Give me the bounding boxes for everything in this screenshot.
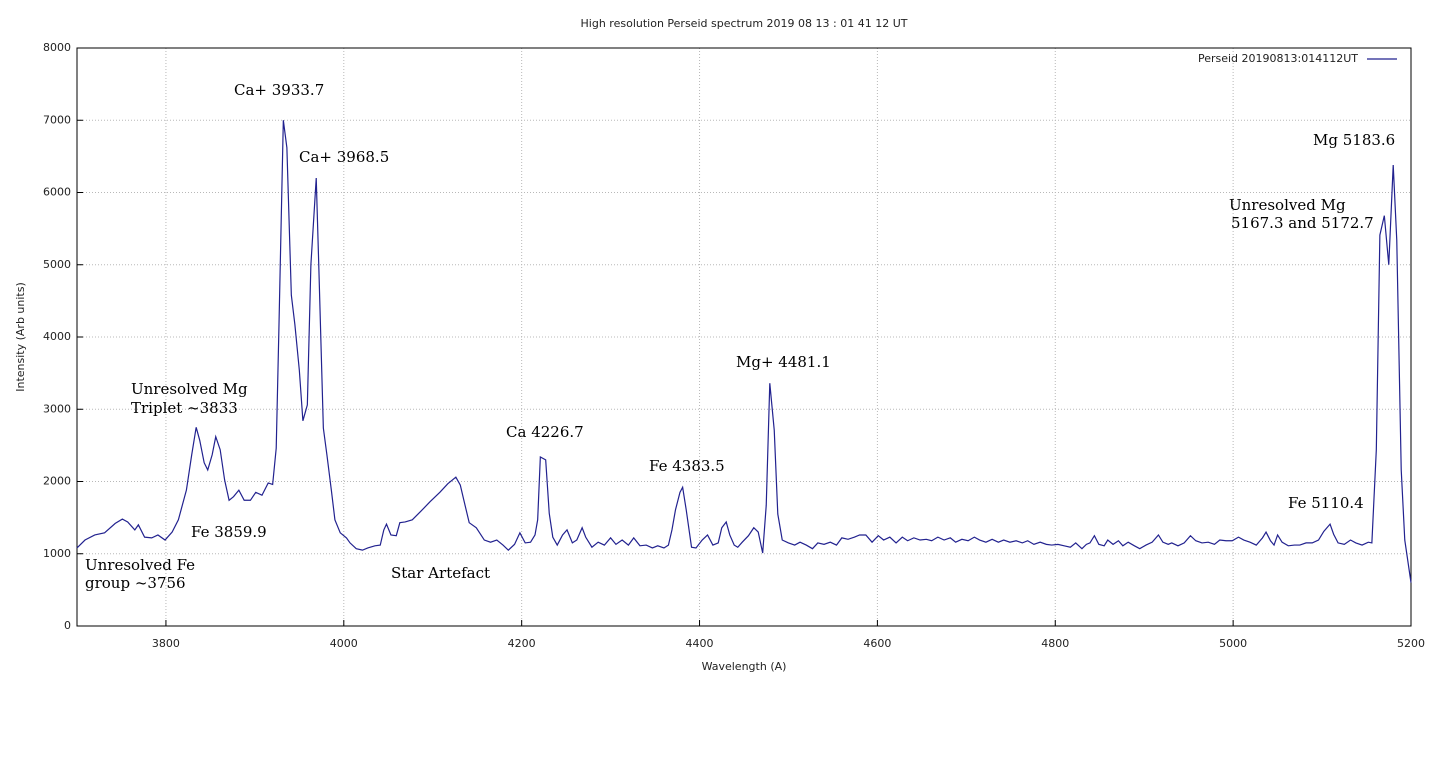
- annotation: Star Artefact: [391, 564, 490, 582]
- y-axis-label: Intensity (Arb units): [14, 282, 27, 392]
- annotation: Mg+ 4481.1: [736, 353, 831, 371]
- x-axis-label: Wavelength (A): [702, 660, 787, 673]
- legend-label: Perseid 20190813:014112UT: [1198, 52, 1358, 65]
- annotation: Ca 4226.7: [506, 423, 584, 441]
- annotation: Ca+ 3933.7: [234, 81, 324, 99]
- y-tick-label: 7000: [43, 113, 71, 126]
- x-tick-label: 3800: [152, 637, 180, 650]
- data-line: [76, 120, 1412, 583]
- annotation: Unresolved Mg: [131, 380, 248, 398]
- y-tick-label: 5000: [43, 258, 71, 271]
- x-tick-label: 5000: [1219, 637, 1247, 650]
- annotation: Unresolved Mg: [1229, 196, 1346, 214]
- x-tick-label: 4200: [508, 637, 536, 650]
- y-tick-label: 6000: [43, 186, 71, 199]
- annotation: Unresolved Fe: [85, 556, 195, 574]
- y-tick-label: 0: [64, 619, 71, 632]
- x-tick-label: 5200: [1397, 637, 1425, 650]
- y-tick-label: 3000: [43, 402, 71, 415]
- annotation: 5167.3 and 5172.7: [1231, 214, 1374, 232]
- annotation: Triplet ~3833: [131, 399, 238, 417]
- y-tick-label: 2000: [43, 475, 71, 488]
- annotation: group ~3756: [85, 574, 186, 592]
- y-tick-label: 8000: [43, 41, 71, 54]
- y-tick-label: 1000: [43, 547, 71, 560]
- annotation: Fe 5110.4: [1288, 494, 1364, 512]
- chart-title: High resolution Perseid spectrum 2019 08…: [581, 17, 908, 30]
- x-tick-label: 4400: [686, 637, 714, 650]
- plot-frame: [76, 47, 1412, 627]
- annotation: Fe 4383.5: [649, 457, 725, 475]
- x-tick-label: 4600: [863, 637, 891, 650]
- x-tick-label: 4000: [330, 637, 358, 650]
- y-tick-label: 4000: [43, 330, 71, 343]
- x-tick-label: 4800: [1041, 637, 1069, 650]
- annotation: Fe 3859.9: [191, 523, 267, 541]
- annotation: Mg 5183.6: [1313, 131, 1395, 149]
- annotation: Ca+ 3968.5: [299, 148, 389, 166]
